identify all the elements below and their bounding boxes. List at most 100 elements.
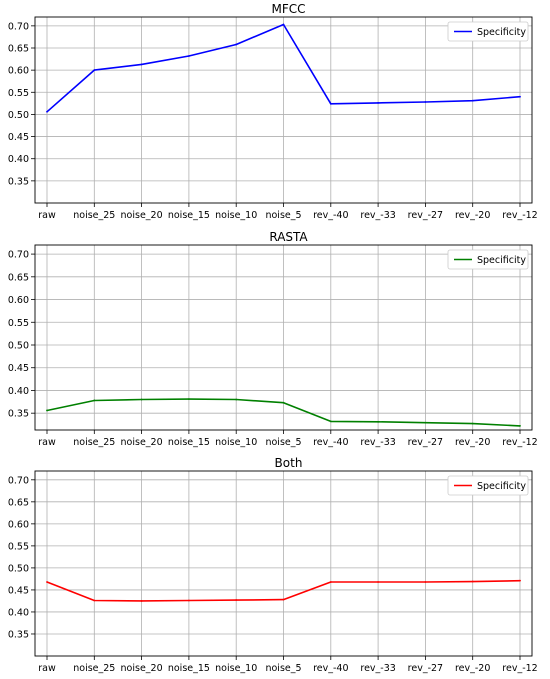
data-point	[46, 110, 48, 113]
x-tick-label: rev_-33	[360, 437, 395, 448]
x-tick-label: noise_25	[73, 663, 115, 674]
x-tick-label: noise_5	[265, 663, 301, 674]
y-tick-label: 0.45	[8, 585, 29, 596]
y-tick-label: 0.45	[8, 132, 29, 143]
x-tick-label: raw	[38, 663, 56, 674]
x-tick-label: noise_25	[73, 210, 115, 221]
chart-panel-rasta: 0.35 0.40 0.45 0.50 0.55 0.60 0.65 0.70 raw noise…	[8, 230, 538, 448]
x-tick-label: rev_-20	[455, 210, 490, 221]
data-point	[471, 422, 474, 425]
data-point	[235, 43, 238, 46]
y-tick-label: 0.55	[8, 541, 29, 552]
y-tick-label: 0.60	[8, 66, 29, 77]
y-tick-label: 0.50	[8, 563, 29, 574]
data-point	[519, 95, 521, 98]
data-point	[329, 102, 332, 105]
data-point	[282, 598, 285, 601]
data-point	[471, 99, 474, 102]
legend-label: Specificity	[477, 27, 526, 38]
data-point	[424, 581, 427, 583]
data-point	[93, 69, 96, 72]
data-point	[93, 599, 96, 602]
x-tick-label: noise_15	[168, 210, 210, 221]
legend-box	[447, 249, 529, 270]
x-tick-label: noise_5	[265, 210, 301, 221]
data-point	[140, 63, 143, 66]
data-point	[188, 599, 190, 602]
data-point	[377, 420, 379, 423]
y-tick-label: 0.50	[8, 341, 29, 352]
legend: Specificity	[447, 475, 529, 496]
legend: Specificity	[447, 249, 529, 270]
y-tick-label: 0.40	[8, 386, 29, 397]
x-tick-label: raw	[38, 210, 56, 221]
y-tick-label: 0.40	[8, 607, 29, 618]
data-point	[329, 581, 332, 583]
legend-box	[447, 21, 529, 42]
x-tick-label: rev_-12	[502, 663, 537, 674]
data-point	[282, 23, 285, 26]
data-point	[93, 399, 96, 402]
chart-title: MFCC	[271, 2, 305, 16]
y-tick-label: 0.35	[8, 629, 29, 640]
plot-frame	[34, 470, 533, 657]
plot-frame	[34, 244, 533, 431]
y-tick-label: 0.60	[8, 519, 29, 530]
chart-panel-mfcc: 0.35 0.40 0.45 0.50 0.55 0.60 0.65 0.70 raw noise…	[8, 2, 538, 221]
x-tick-label: rev_-40	[313, 210, 348, 221]
y-tick-label: 0.35	[8, 176, 29, 187]
x-tick-label: rev_-20	[455, 437, 490, 448]
legend-box	[447, 475, 529, 496]
y-tick-label: 0.55	[8, 318, 29, 329]
data-point	[235, 599, 238, 601]
x-tick-label: noise_25	[73, 437, 115, 448]
x-tick-label: rev_-40	[313, 437, 348, 448]
y-tick-label: 0.50	[8, 110, 29, 121]
x-tick-label: rev_-27	[408, 663, 443, 674]
y-tick-label: 0.65	[8, 497, 29, 508]
x-tick-label: noise_15	[168, 663, 210, 674]
chart-title: RASTA	[269, 230, 308, 244]
x-tick-label: rev_-20	[455, 663, 490, 674]
data-point	[519, 425, 521, 427]
x-tick-label: rev_-33	[360, 663, 395, 674]
legend: Specificity	[447, 21, 529, 42]
x-tick-label: noise_10	[215, 663, 257, 674]
x-tick-label: rev_-12	[502, 210, 537, 221]
data-point	[282, 401, 285, 404]
x-tick-label: noise_10	[215, 437, 257, 448]
y-tick-label: 0.65	[8, 44, 29, 55]
chart-panel-both: 0.35 0.40 0.45 0.50 0.55 0.60 0.65 0.70 raw noise…	[8, 456, 538, 674]
data-point	[140, 398, 143, 401]
x-tick-label: rev_-33	[360, 210, 395, 221]
x-tick-label: raw	[38, 437, 56, 448]
y-tick-label: 0.70	[8, 250, 29, 261]
x-tick-label: rev_-40	[313, 663, 348, 674]
x-tick-label: rev_-27	[408, 210, 443, 221]
chart-title: Both	[275, 456, 303, 470]
data-point	[377, 581, 379, 583]
y-tick-label: 0.65	[8, 272, 29, 283]
data-point	[188, 398, 190, 400]
data-point	[46, 581, 48, 583]
x-tick-label: rev_-27	[408, 437, 443, 448]
x-tick-label: noise_20	[121, 437, 163, 448]
legend-label: Specificity	[477, 255, 526, 266]
data-point	[46, 409, 48, 412]
y-tick-label: 0.55	[8, 88, 29, 99]
y-tick-label: 0.45	[8, 363, 29, 374]
data-point	[471, 580, 474, 583]
data-point	[519, 579, 521, 582]
x-tick-label: noise_20	[121, 663, 163, 674]
y-tick-label: 0.70	[8, 475, 29, 486]
x-tick-label: noise_15	[168, 437, 210, 448]
data-point	[235, 398, 238, 401]
x-tick-label: noise_20	[121, 210, 163, 221]
data-point	[424, 101, 427, 103]
data-point	[377, 102, 379, 104]
x-tick-label: noise_5	[265, 437, 301, 448]
x-tick-label: noise_10	[215, 210, 257, 221]
legend-label: Specificity	[477, 481, 526, 492]
plot-frame	[34, 16, 533, 204]
